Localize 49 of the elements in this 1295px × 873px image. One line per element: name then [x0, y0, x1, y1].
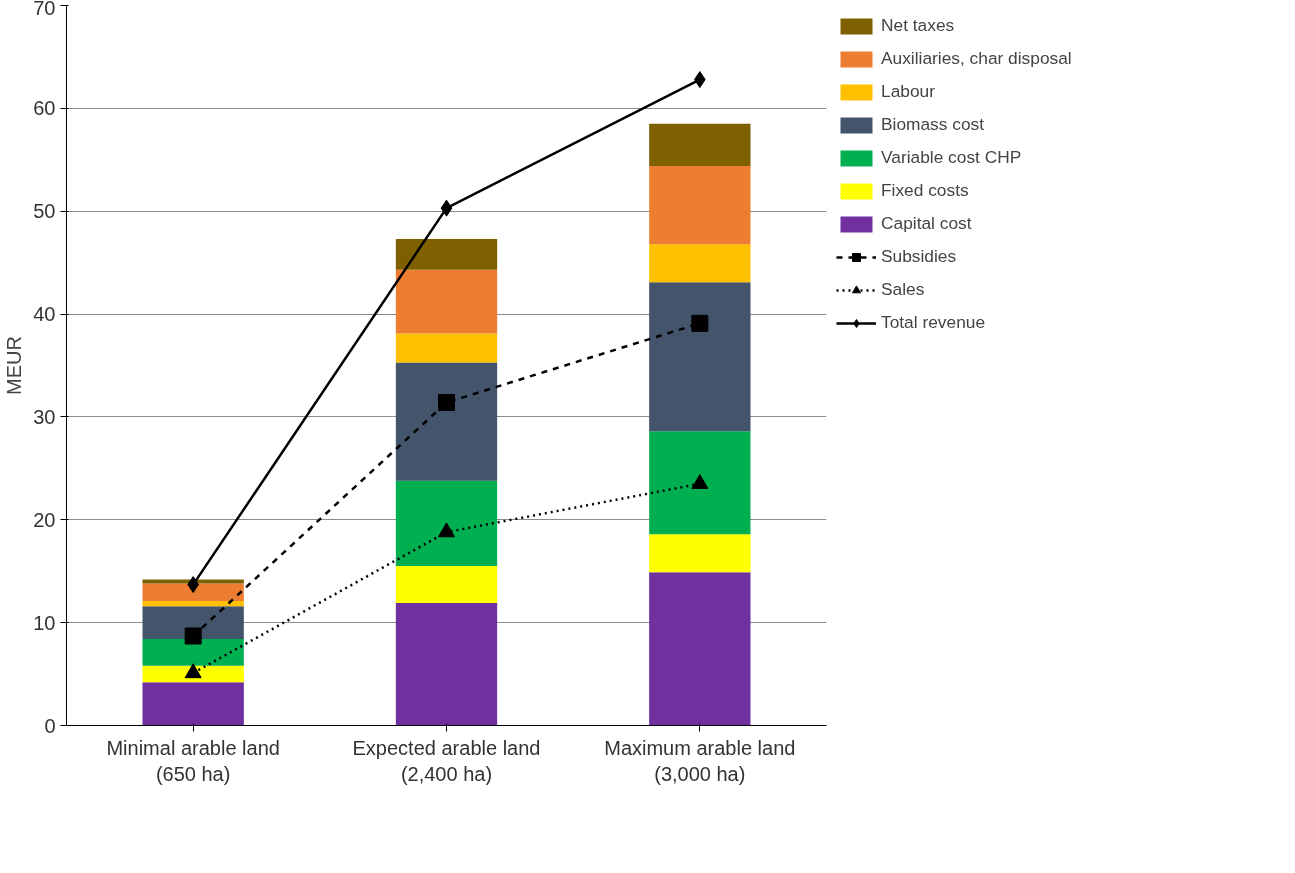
- x-tick-label: Minimal arable land (650 ha): [106, 736, 280, 785]
- point: [691, 474, 709, 489]
- bar: [395, 603, 498, 726]
- y-tick-label: 20: [33, 508, 56, 531]
- bar: [142, 682, 244, 726]
- legend-label: Net taxes: [881, 15, 955, 36]
- bar: [649, 534, 751, 573]
- point: [184, 663, 202, 679]
- bar: [649, 431, 751, 535]
- bar: [142, 601, 244, 607]
- y-tick-label: 10: [33, 611, 56, 634]
- bar: [142, 583, 244, 602]
- bar: [395, 566, 498, 604]
- y-tick-label: 70: [33, 0, 56, 19]
- y-tick-label: 60: [33, 97, 56, 120]
- bar: [649, 165, 751, 245]
- bar: [395, 362, 498, 481]
- legend-label: Labour: [881, 81, 935, 102]
- bar: [395, 333, 498, 363]
- bar: [395, 480, 498, 567]
- point: [438, 394, 455, 412]
- bar: [395, 238, 498, 270]
- x-tick-label: Expected arable land (2,400 ha): [352, 736, 541, 785]
- bar: [649, 244, 751, 283]
- legend-label: Total revenue: [881, 312, 986, 333]
- y-tick-label: 50: [33, 200, 56, 223]
- y-tick-label: 40: [33, 303, 56, 326]
- point: [691, 314, 709, 332]
- legend-label: Variable cost CHP: [881, 147, 1022, 168]
- y-tick-label: 0: [44, 714, 56, 737]
- bar: [649, 123, 751, 166]
- y-axis-title: MEUR: [3, 336, 26, 395]
- point: [184, 627, 202, 645]
- y-tick-label: 30: [33, 405, 56, 428]
- x-tick-label: Maximum arable land (3,000 ha): [604, 736, 796, 785]
- point: [440, 199, 453, 217]
- legend-label: Sales: [881, 279, 925, 300]
- legend-label: Capital cost: [881, 213, 972, 234]
- legend-label: Auxiliaries, char disposal: [881, 48, 1072, 69]
- legend-label: Fixed costs: [881, 180, 969, 201]
- point: [438, 522, 455, 538]
- legend-label: Subsidies: [881, 246, 957, 267]
- bar: [395, 269, 498, 334]
- bar: [649, 282, 751, 432]
- bar: [649, 572, 751, 726]
- bar: [142, 606, 244, 640]
- legend-label: Biomass cost: [881, 114, 985, 135]
- bar: [142, 579, 244, 584]
- bar: [142, 639, 244, 666]
